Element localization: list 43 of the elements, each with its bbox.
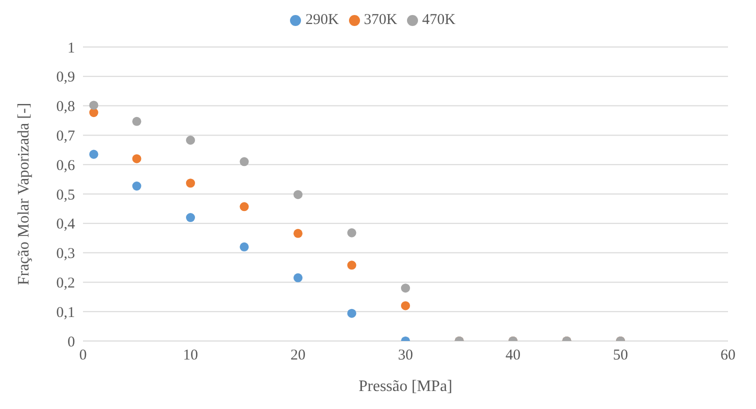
y-tick-label: 0,3 (56, 246, 75, 262)
point (132, 182, 142, 191)
point (400, 284, 410, 293)
y-tick-label: 0,5 (56, 187, 75, 204)
legend-label: 470K (422, 12, 456, 28)
y-tick-label: 0,7 (56, 128, 76, 145)
point (132, 154, 142, 164)
point (347, 260, 356, 270)
y-tick-label: 0,4 (56, 216, 76, 233)
legend-label: 370K (364, 12, 398, 28)
point (347, 308, 356, 318)
legend-label: 290K (305, 12, 339, 28)
y-tick-label: 0,6 (56, 158, 76, 174)
point (186, 136, 196, 145)
point (293, 228, 303, 238)
y-tick-label: 0,8 (56, 99, 75, 116)
y-tick-label: 1 (68, 40, 75, 56)
x-tick-label: 20 (290, 348, 306, 364)
point (293, 190, 303, 200)
x-tick-label: 50 (613, 348, 628, 364)
x-tick-label: 0 (79, 348, 87, 364)
y-tick-label: 0,9 (56, 70, 75, 86)
x-axis-title: Pressão [MPa] (358, 378, 452, 395)
point (240, 157, 249, 166)
x-tick-label: 30 (398, 348, 413, 364)
point (293, 273, 303, 282)
point (89, 108, 98, 118)
point (89, 150, 98, 159)
y-tick-label: 0,1 (56, 304, 75, 321)
x-tick-label: 40 (506, 348, 520, 364)
x-tick-label: 60 (720, 348, 736, 364)
point (186, 213, 196, 222)
x-tick-label: 10 (183, 348, 198, 364)
point (400, 301, 410, 310)
y-tick-label: 0,2 (56, 276, 75, 292)
point (89, 100, 98, 110)
point (240, 202, 249, 212)
point (240, 242, 249, 252)
y-axis-title: Fração Molar Vaporizada [-] (16, 102, 33, 286)
y-tick-label: 0 (68, 334, 75, 350)
point (132, 116, 142, 126)
point (186, 178, 196, 188)
point (347, 228, 356, 238)
